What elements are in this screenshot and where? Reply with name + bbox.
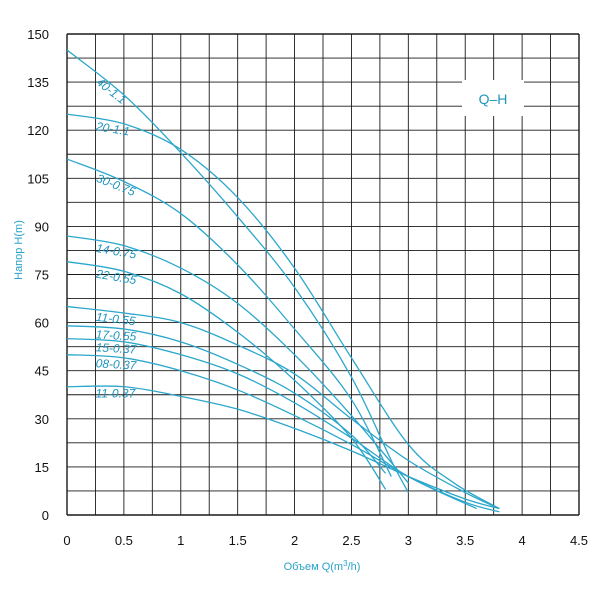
x-axis-title: Объем Q(m3/h) [284, 559, 361, 573]
series-line [66, 305, 500, 510]
x-tick-label: 1.5 [229, 533, 247, 548]
series-line [66, 354, 500, 513]
y-tick-label: 105 [27, 171, 49, 186]
y-tick-label: 150 [27, 27, 49, 42]
y-tick-label: 45 [35, 364, 49, 379]
x-tick-label: 4 [518, 533, 525, 548]
series-line [66, 113, 500, 510]
x-tick-label: 0.5 [115, 533, 133, 548]
x-tick-label: 2 [291, 533, 298, 548]
x-tick-label: 3 [405, 533, 412, 548]
legend-box [462, 80, 524, 116]
curves [66, 49, 500, 513]
curve-label: 11-0.37 [95, 387, 136, 401]
curve-label: 22-0.55 [94, 266, 138, 287]
y-tick-label: 135 [27, 75, 49, 90]
curve-label: 11-0.55 [95, 310, 136, 328]
series-line [66, 325, 387, 474]
curve-label: 14-0.75 [95, 241, 138, 262]
curve-label: 30-0.75 [94, 171, 137, 199]
curve-label: 08-0.37 [95, 356, 138, 372]
curve-label: 15-0.37 [95, 340, 138, 356]
series-line [66, 385, 500, 510]
y-tick-label: 90 [35, 219, 49, 234]
x-tick-label: 0 [63, 533, 70, 548]
y-axis-title: Напор H(m) [13, 220, 25, 280]
x-tick-label: 3.5 [456, 533, 474, 548]
curve-label: 20-1.1 [94, 119, 131, 139]
curve-labels: 40-1.120-1.130-0.7514-0.7522-0.5511-0.55… [94, 75, 138, 401]
y-tick-label: 120 [27, 123, 49, 138]
tick-labels: 0 0.5 1 1.5 2 2.5 3 3.5 4 4.5 0 15 30 45 60 75 90 105 120 1… [27, 27, 588, 548]
y-tick-label: 60 [35, 316, 49, 331]
x-tick-label: 1 [177, 533, 184, 548]
curve-label: 17-0.55 [95, 327, 137, 343]
y-tick-label: 15 [35, 460, 49, 475]
x-tick-label: 2.5 [342, 533, 360, 548]
y-tick-label: 75 [35, 268, 49, 283]
series-line [66, 235, 409, 484]
series-line [66, 158, 392, 477]
y-tick-label: 30 [35, 412, 49, 427]
x-tick-label: 4.5 [570, 533, 588, 548]
y-tick-label: 0 [42, 508, 49, 523]
legend-title: Q–H [479, 91, 508, 107]
